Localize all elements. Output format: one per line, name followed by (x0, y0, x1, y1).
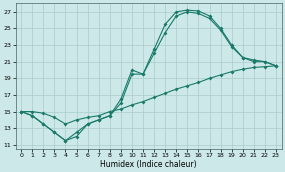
X-axis label: Humidex (Indice chaleur): Humidex (Indice chaleur) (100, 159, 197, 169)
